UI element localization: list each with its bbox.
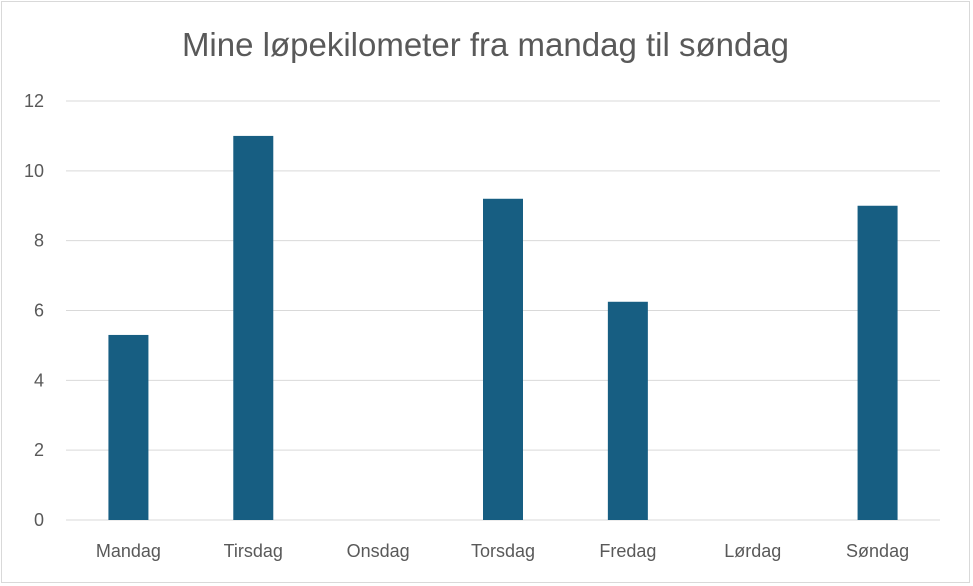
bars [108,135,898,520]
x-category-label: Mandag [96,541,161,561]
x-category-label: Søndag [846,541,909,561]
y-tick-label: 0 [34,510,44,530]
y-tick-label: 8 [34,231,44,251]
y-tick-label: 12 [24,91,44,111]
bar [607,301,648,520]
bar [483,198,523,520]
y-tick-label: 4 [34,370,44,390]
x-category-label: Torsdag [471,541,535,561]
x-axis-category-labels: Mandag Tirsdag Onsdag Torsdag Fredag Lørdag Sø… [96,541,909,561]
y-tick-label: 2 [34,440,44,460]
y-tick-label: 6 [34,301,44,321]
x-category-label: Lørdag [724,541,781,561]
bar [857,205,898,520]
bar [233,135,274,520]
bar [108,334,149,520]
y-axis-tick-labels: 0 2 4 6 8 10 12 [24,91,44,530]
x-category-label: Onsdag [347,541,410,561]
y-tick-label: 10 [24,161,44,181]
x-category-label: Tirsdag [224,541,283,561]
x-category-label: Fredag [599,541,656,561]
chart-title: Mine løpekilometer fra mandag til søndag [181,26,790,63]
